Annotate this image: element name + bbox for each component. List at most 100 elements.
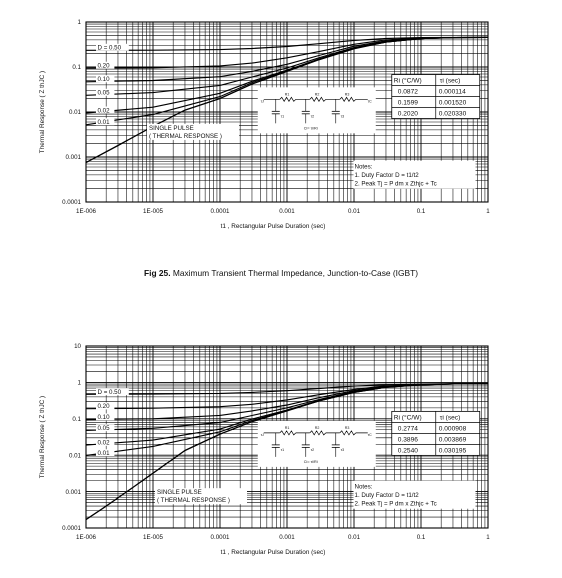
- ci-formula: Ci= τi/Ri: [304, 460, 318, 464]
- y-tick-label: 1: [78, 380, 82, 387]
- resistor-label: R3: [345, 92, 350, 96]
- series-line: [85, 383, 489, 521]
- tau-label: τ3: [341, 114, 344, 118]
- x-axis-label: t1 , Rectangular Pulse Duration (sec): [221, 549, 326, 556]
- x-tick-label: 0.0001: [211, 208, 230, 215]
- x-tick-label: 0.0001: [211, 534, 230, 541]
- resistor-label: R1: [285, 426, 290, 430]
- figure-number: Fig 25.: [144, 268, 171, 278]
- resistor-label: R2: [315, 426, 320, 430]
- curve-label: 0.01: [98, 450, 111, 457]
- resistor-symbol: [279, 96, 297, 103]
- curve-label-bg: [96, 449, 115, 457]
- rc-table: Ri (°C/W) τi (sec) 0.0872 0.000114 0.1599 0.0…: [391, 74, 481, 119]
- circuit-tc-label: τC: [368, 433, 372, 437]
- y-tick-label: 0.1: [72, 64, 81, 71]
- rc-table-header: τi (sec): [440, 78, 461, 85]
- note-line: Notes:: [355, 484, 373, 491]
- rc-table-cell: 0.000908: [439, 425, 467, 432]
- curve-label-bg: [96, 413, 115, 421]
- rc-table-cell: 0.001520: [439, 100, 467, 107]
- thermal-chart-igbt: 1E-006 1E-005 0.0001 0.001 0.01 0.1 1 0.0001 0.0…: [39, 19, 490, 230]
- curve-label-bg: [96, 88, 115, 96]
- curve-label: 0.20: [98, 403, 111, 410]
- resistor-symbol: [279, 430, 297, 436]
- notes-bg: [353, 160, 476, 189]
- rc-table-cell: 0.2774: [398, 425, 419, 432]
- rc-table-cell: 0.1599: [398, 100, 419, 107]
- x-tick-label: 1E-006: [76, 208, 97, 215]
- x-tick-label: 0.1: [417, 534, 426, 541]
- note-line: 1. Duty Factor D = t1/t2: [355, 172, 420, 179]
- curve-label: 0.02: [98, 107, 111, 114]
- thermal-chart-diode: 1E-006 1E-005 0.0001 0.001 0.01 0.1 1 0.0001 0.0…: [39, 343, 490, 556]
- rc-table-header: Ri (°C/W): [394, 413, 422, 421]
- rc-table-cell: 0.020330: [439, 111, 467, 118]
- circuit-tc-label: τC: [368, 99, 372, 103]
- curve-label: 0.05: [98, 425, 111, 432]
- single-pulse-bg: [147, 123, 239, 140]
- notes-box: Notes:1. Duty Factor D = t1/t22. Peak Tj…: [353, 160, 476, 189]
- y-tick-label: 0.001: [66, 489, 82, 496]
- plot-frame: [85, 21, 489, 203]
- rc-table-cell: 0.2540: [398, 447, 419, 454]
- curve-label: D = 0.50: [98, 389, 122, 396]
- curve-label-bg: [96, 424, 115, 432]
- curve-label-bg: [96, 75, 115, 83]
- y-tick-label: 0.0001: [62, 525, 81, 532]
- y-tick-label: 0.001: [66, 154, 82, 161]
- single-pulse-sublabel: ( THERMAL RESPONSE ): [157, 497, 230, 504]
- rc-table-cell: 0.0872: [398, 89, 419, 96]
- notes-box: Notes:1. Duty Factor D = t1/t22. Peak Tj…: [353, 480, 476, 509]
- x-tick-label: 1E-005: [143, 208, 164, 215]
- note-line: 2. Peak Tj = P dm x Zthjc + Tc: [355, 500, 437, 507]
- circuit-tj-label: τJ: [261, 433, 264, 437]
- curve-label-bg: [96, 43, 129, 51]
- x-tick-label: 0.01: [348, 208, 361, 215]
- x-tick-label: 1E-005: [143, 534, 164, 541]
- y-tick-label: 1: [78, 19, 82, 26]
- x-tick-label: 0.1: [417, 208, 426, 215]
- x-tick-label: 0.001: [279, 208, 295, 215]
- single-pulse-bg: [155, 488, 247, 505]
- note-line: 1. Duty Factor D = t1/t2: [355, 492, 420, 499]
- y-tick-label: 0.0001: [62, 199, 81, 206]
- resistor-symbol: [309, 430, 327, 436]
- rc-table-cell: 0.2020: [398, 111, 419, 118]
- curve-label: 0.02: [98, 440, 111, 447]
- rc-table: Ri (°C/W) τi (sec) 0.2774 0.000908 0.3896 0.0…: [391, 410, 481, 456]
- curve-label: 0.20: [98, 63, 111, 70]
- curve-label: 0.10: [98, 414, 111, 421]
- rc-network-diagram: τJ τC R1 τ1 R2 τ2 R3 τ3 Ci= τi/Ri: [257, 420, 376, 467]
- x-tick-label: 1: [486, 208, 490, 215]
- x-tick-label: 0.01: [348, 534, 361, 541]
- circuit-tj-label: τJ: [261, 99, 264, 103]
- x-tick-label: 0.001: [279, 534, 295, 541]
- ci-formula: Ci= τi/Ri: [304, 126, 318, 130]
- curve-label-bg: [96, 106, 115, 114]
- tau-label: τ1: [281, 448, 284, 452]
- note-line: Notes:: [355, 164, 373, 171]
- y-axis-label: Thermal Response ( Z thJC ): [39, 396, 46, 478]
- y-tick-label: 0.01: [69, 452, 82, 459]
- circuit-bg: [257, 87, 376, 134]
- resistor-label: R2: [315, 92, 320, 96]
- tau-label: τ2: [311, 448, 314, 452]
- y-tick-label: 0.1: [72, 416, 81, 423]
- curve-label-bg: [96, 61, 115, 69]
- resistor-label: R1: [285, 92, 290, 96]
- rc-table-header: τi (sec): [440, 414, 461, 421]
- curve-label-bg: [96, 118, 115, 126]
- curve-label: D = 0.50: [98, 45, 122, 52]
- rc-table-header: Ri (°C/W): [394, 77, 422, 85]
- single-pulse-label: SINGLE PULSE: [157, 489, 202, 496]
- rc-table-cell: 0.003869: [439, 436, 467, 443]
- circuit-bg: [257, 420, 376, 467]
- single-pulse-sublabel: ( THERMAL RESPONSE ): [149, 133, 222, 140]
- rc-network-diagram: τJ τC R1 τ1 R2 τ2 R3 τ3 Ci= τi/Ri: [257, 87, 376, 134]
- tau-label: τ1: [281, 114, 284, 118]
- curve-label: 0.10: [98, 76, 111, 83]
- plot-frame: [85, 345, 489, 529]
- resistor-symbol: [339, 96, 357, 103]
